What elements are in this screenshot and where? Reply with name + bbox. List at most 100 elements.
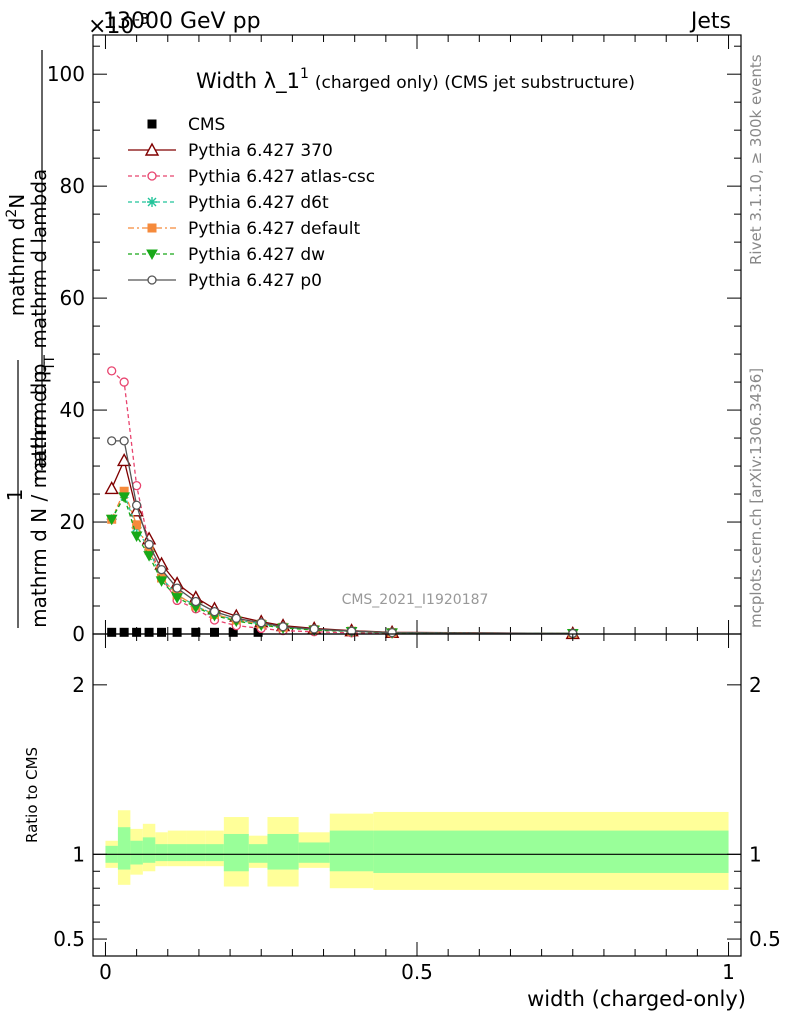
x-tick-label: 0	[99, 960, 112, 984]
legend-entry: CMS	[147, 115, 225, 135]
ratio-band-inner	[298, 842, 330, 863]
legend-entry: Pythia 6.427 d6t	[128, 193, 329, 213]
ratio-y-tick-label-right: 1	[749, 842, 762, 866]
ratio-band-inner	[329, 830, 374, 872]
legend-marker	[146, 249, 158, 261]
series-5-point	[171, 593, 183, 604]
legend-entry: Pythia 6.427 atlas-csc	[128, 167, 375, 187]
series-5-point	[130, 531, 143, 543]
series-0-point	[191, 627, 201, 637]
series-2-point	[107, 366, 117, 376]
series-5-line	[111, 495, 573, 635]
x-tick-label: 1	[722, 960, 735, 984]
series-6-point	[107, 436, 117, 446]
series-6-point	[278, 622, 288, 632]
y-tick-label: 0	[72, 622, 85, 646]
mcplots-label: mcplots.cern.ch [arXiv:1306.3436]	[747, 368, 765, 628]
legend-label: Pythia 6.427 default	[188, 219, 361, 239]
y-tick-label: 40	[60, 398, 85, 422]
series-0-point	[210, 627, 219, 637]
series-6-point	[231, 613, 241, 623]
legend-marker	[144, 142, 160, 156]
legend-marker	[147, 275, 157, 285]
svg-text:1: 1	[3, 489, 27, 502]
x-tick-label: 0.5	[401, 960, 433, 984]
series-0-point	[144, 627, 154, 637]
legend-label: CMS	[188, 115, 225, 135]
category-label: Jets	[689, 9, 731, 34]
series-6	[107, 436, 578, 639]
ratio-y-tick-label-right: 0.5	[749, 927, 781, 951]
energy-label: 13000 GeV pp	[103, 9, 261, 34]
legend-label: Pythia 6.427 p0	[188, 271, 322, 291]
ratio-band-inner	[205, 844, 224, 862]
ratio-band-inner	[167, 844, 187, 862]
y-tick-label: 100	[47, 62, 85, 86]
ratio-band-inner	[130, 840, 143, 865]
ratio-band-inner	[117, 827, 131, 870]
main-panel: 0 20 40 60 80 100	[47, 34, 742, 646]
series-6-point	[346, 626, 357, 636]
ratio-y-tick-label: 1	[72, 842, 85, 866]
series-6-point	[387, 627, 397, 638]
ratio-band-inner	[155, 844, 168, 862]
legend-marker	[147, 197, 157, 207]
series-6-point	[191, 596, 201, 607]
series-6-point	[119, 436, 129, 446]
legend-marker	[147, 223, 157, 233]
series-4	[107, 486, 578, 638]
ratio-panel: 0 0.5 1 0.5 0.5 1 1 2 2	[53, 633, 781, 984]
series-5-point	[155, 576, 168, 587]
ratio-band-inner	[267, 833, 299, 870]
series-0-point	[107, 627, 117, 637]
ratio-band-inner	[223, 833, 249, 872]
series-4-point	[132, 520, 142, 530]
rivet-label: Rivet 3.1.10, ≥ 300k events	[747, 54, 765, 265]
legend-entry: Pythia 6.427 p0	[128, 271, 322, 291]
series-5-point	[143, 551, 155, 562]
series-5	[105, 492, 579, 640]
legend-entry: Pythia 6.427 dw	[128, 245, 325, 265]
ratio-y-tick-label: 2	[72, 673, 85, 697]
ratio-y-axis-label: Ratio to CMS	[23, 747, 41, 843]
legend: CMS Pythia 6.427 370 Pythia 6.427 atlas-cs…	[128, 115, 375, 291]
svg-text:mathrm d pT mathrm d lambda: mathrm d pT mathrm d lambda	[27, 169, 58, 482]
legend-label: Pythia 6.427 atlas-csc	[188, 167, 375, 187]
legend-entry: Pythia 6.427 370	[128, 141, 333, 161]
series-2-point	[119, 377, 129, 387]
y-tick-label: 60	[60, 286, 85, 310]
series-3-line	[111, 492, 573, 635]
series-5-point	[118, 492, 131, 503]
analysis-tag: CMS_2021_I1920187	[342, 592, 489, 608]
series-0	[107, 627, 263, 637]
series-1-point	[104, 480, 119, 495]
legend-label: Pythia 6.427 370	[188, 141, 333, 161]
svg-text:mathrm d N / mathrm d pT: mathrm d N / mathrm d pT	[27, 362, 58, 628]
series-4-line	[111, 489, 573, 635]
legend-label: Pythia 6.427 d6t	[188, 193, 329, 213]
legend-marker	[147, 171, 157, 181]
svg-text:mathrm d2N: mathrm d2N	[4, 194, 29, 317]
y-tick-label: 80	[60, 174, 85, 198]
ratio-y-tick-label: 0.5	[53, 927, 85, 951]
x-axis-label: width (charged-only)	[527, 987, 746, 1011]
series-6-point	[256, 618, 266, 628]
ratio-band-inner	[248, 844, 268, 863]
legend-label: Pythia 6.427 dw	[188, 245, 325, 265]
ratio-band-inner	[186, 844, 206, 862]
series-6-point	[309, 624, 319, 634]
series-0-point	[157, 627, 167, 637]
series-6-point	[172, 583, 182, 593]
series-6-point	[144, 539, 154, 550]
series-1	[104, 452, 580, 640]
ratio-band-inner	[142, 837, 156, 863]
chart-title: Width λ_11 (charged only) (CMS jet substr…	[196, 66, 635, 94]
series-6-point	[156, 564, 167, 575]
series-0-point	[119, 627, 129, 637]
legend-marker	[147, 119, 157, 129]
ratio-frame	[92, 633, 742, 957]
series-0-point	[172, 627, 182, 637]
main-y-axis-label: mathrm d2N mathrm d pT mathrm d lambda 1…	[3, 50, 58, 628]
series-5-point	[105, 514, 118, 526]
